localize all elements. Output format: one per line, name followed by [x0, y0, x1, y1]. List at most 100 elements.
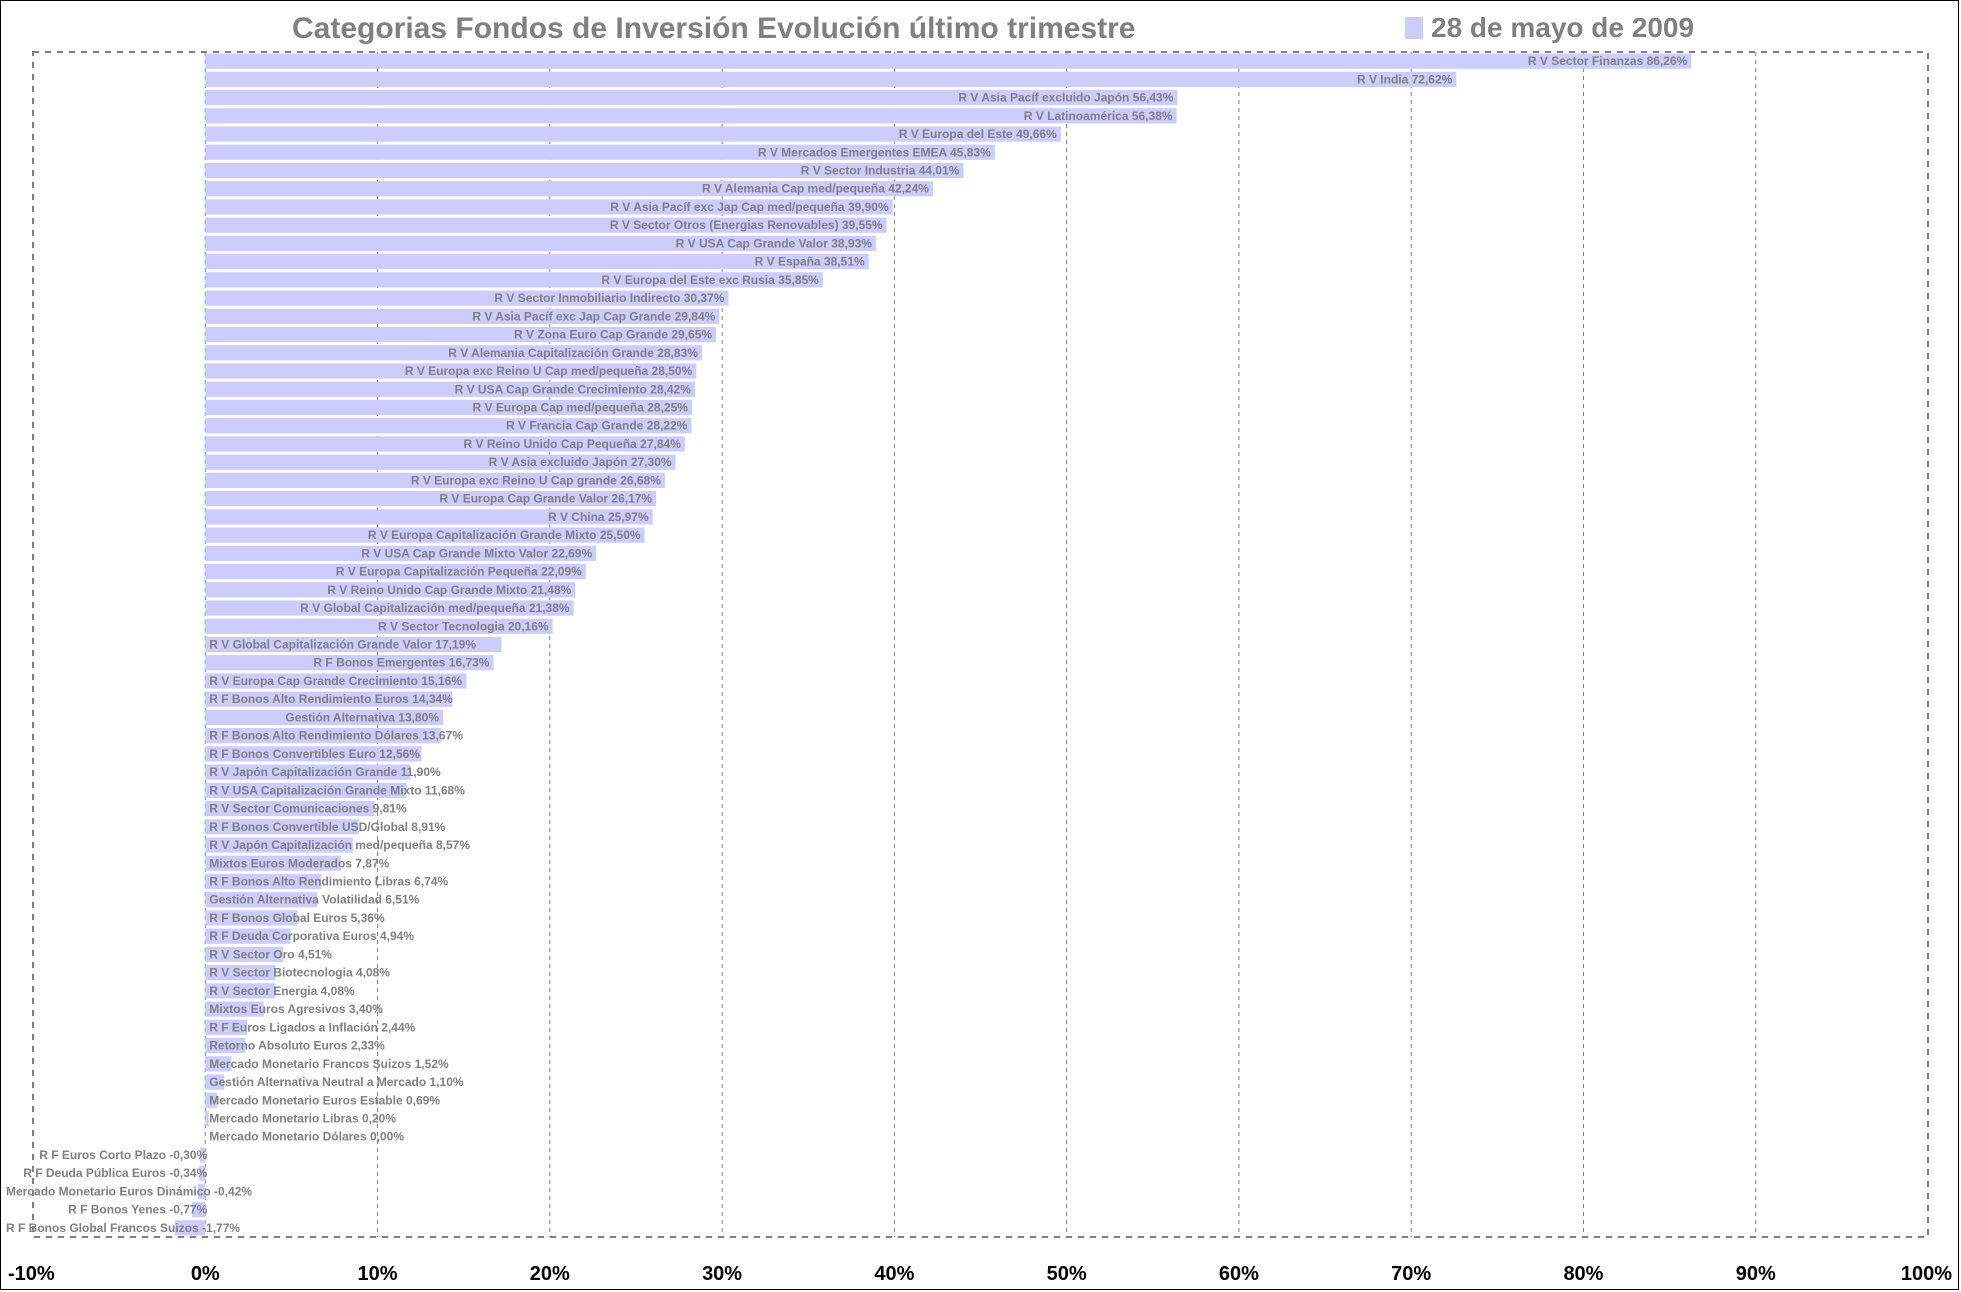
bar — [205, 910, 298, 926]
x-tick-label: 80% — [1563, 1263, 1603, 1285]
bar — [198, 1183, 206, 1200]
bar — [205, 144, 995, 160]
bar-label: Gestión Alternativa 13,80% — [285, 710, 439, 724]
bar-label: R V Sector Oro 4,51% — [209, 947, 332, 961]
bar — [205, 89, 1178, 106]
bar-label: R V Asia excluido Japón 27,30% — [489, 455, 672, 469]
bar-label: R V USA Cap Grande Valor 38,93% — [676, 236, 873, 250]
bar-label: R V Europa exc Reino U Cap grande 26,68% — [411, 473, 661, 487]
bar — [174, 1220, 206, 1236]
bar-label: Retorno Absoluto Euros 2,33% — [209, 1039, 385, 1053]
legend-label: 28 de mayo de 2009 — [1431, 12, 1695, 43]
bar — [199, 1165, 206, 1181]
bar — [205, 199, 893, 215]
bar-label: R V Global Capitalización Grande Valor 1… — [209, 638, 476, 652]
x-tick-label: 100% — [1901, 1263, 1952, 1285]
bar-label: Mixtos Euros Agresivos 3,40% — [209, 1002, 383, 1016]
bar-label: R V Reino Unido Cap Pequeña 27,84% — [463, 437, 681, 451]
bar — [205, 108, 1177, 124]
bar-label: R F Bonos Alto Rendimiento Libras 6,74% — [209, 875, 448, 889]
bar — [205, 363, 697, 379]
bar — [205, 217, 887, 233]
bar-label: R F Bonos Alto Rendimiento Euros 14,34% — [209, 692, 453, 706]
bar — [205, 162, 964, 179]
bar-label: R V Sector Industria 44,01% — [801, 164, 960, 178]
bar-label: Mercado Monetario Dólares 0,00% — [209, 1130, 404, 1144]
bar — [205, 53, 1692, 69]
bar — [205, 399, 692, 416]
bar — [205, 655, 494, 671]
bar-label: R F Bonos Alto Rendimiento Dólares 13,67… — [209, 729, 463, 743]
bar — [205, 673, 467, 689]
bar-label: R V China 25,97% — [548, 510, 649, 524]
bar-label: R V Alemania Cap med/pequeña 42,24% — [702, 182, 929, 196]
bar — [205, 1001, 264, 1017]
bar-label: R V Japón Capitalización Grande 11,90% — [209, 765, 441, 779]
bar-label: R V Japón Capitalización med/pequeña 8,5… — [209, 838, 470, 852]
plot-area-border — [32, 51, 1929, 1238]
bar — [205, 983, 276, 999]
bar-label: R F Bonos Global Euros 5,36% — [209, 911, 385, 925]
x-tick-label: 0% — [191, 1263, 220, 1285]
bar-label: R V Sector Finanzas 86,26% — [1528, 54, 1688, 68]
x-tick-label: 50% — [1047, 1263, 1087, 1285]
bar-label: R V Reino Unido Cap Grande Mixto 21,48% — [327, 583, 571, 597]
bar-label: R V Global Capitalización med/pequeña 21… — [300, 601, 570, 615]
bar — [205, 965, 276, 981]
bar-label: R V Europa Capitalización Pequeña 22,09% — [336, 565, 582, 579]
bar — [205, 545, 597, 561]
bar-label: R F Bonos Emergentes 16,73% — [313, 656, 489, 670]
bar-label: R V Sector Tecnologia 20,16% — [378, 619, 549, 633]
bar — [205, 709, 444, 726]
bar-label: R V Sector Biotecnologia 4,08% — [209, 966, 390, 980]
x-tick-label: 70% — [1391, 1263, 1431, 1285]
bar — [205, 436, 685, 452]
bar-label: R V Europa Capitalización Grande Mixto 2… — [368, 528, 641, 542]
bar-label: R V Asia Pacíf exc Jap Cap med/pequeña 3… — [610, 200, 889, 214]
bar-label: Gestión Alternativa Neutral a Mercado 1,… — [209, 1075, 464, 1089]
bar — [205, 837, 353, 853]
bar — [205, 1037, 246, 1054]
bar — [205, 491, 657, 507]
bar — [205, 418, 692, 434]
bar-label: R V Mercados Emergentes EMEA 45,83% — [758, 145, 991, 159]
bar-label: R F Euros Ligados a Inflación 2,44% — [209, 1020, 415, 1034]
bar-label: R V Europa Cap Grande Valor 26,17% — [439, 492, 652, 506]
bar-label: R V Alemania Capitalización Grande 28,83… — [448, 346, 698, 360]
bar-label: R V Sector Comunicaciones 9,81% — [209, 802, 407, 816]
bar-label: R V Europa Cap Grande Crecimiento 15,16% — [209, 674, 462, 688]
x-tick-label: -10% — [8, 1263, 55, 1285]
bar — [205, 600, 574, 616]
bar — [205, 454, 676, 470]
bar-label: R V USA Capitalización Grande Mixto 11,6… — [209, 783, 465, 797]
bar — [205, 582, 576, 598]
bar-label: R V España 38,51% — [755, 255, 865, 269]
bar-label: R V Europa del Este exc Rusia 35,85% — [601, 273, 819, 287]
bar-label: Mercado Monetario Euros Estable 0,69% — [209, 1093, 440, 1107]
bar-label: R F Bonos Convertibles Euro 12,56% — [209, 747, 420, 761]
bar — [205, 819, 359, 835]
bar-label: Mercado Monetario Francos Suizos 1,52% — [209, 1057, 449, 1071]
bar-label: R V Sector Inmobiliario Indirecto 30,37% — [494, 291, 724, 305]
x-tick-label: 20% — [530, 1263, 570, 1285]
bar — [192, 1202, 206, 1218]
bar — [205, 254, 869, 270]
bar — [205, 892, 318, 908]
chart-title: Categorias Fondos de Inversión Evolución… — [292, 12, 1136, 45]
bar — [205, 509, 653, 525]
bar — [205, 636, 502, 653]
bar — [205, 746, 422, 762]
bar-label: Mercado Monetario Libras 0,20% — [209, 1112, 396, 1126]
x-tick-label: 90% — [1736, 1263, 1776, 1285]
bar — [205, 290, 729, 306]
bar — [205, 782, 407, 798]
bar-label: R F Bonos Yenes -0,77% — [68, 1203, 207, 1217]
bar-label: R F Bonos Global Francos Suizos -1,77% — [6, 1221, 240, 1235]
bar-labels: R V Sector Finanzas 86,26% R V India 72,6… — [6, 54, 1688, 1235]
bar — [205, 1110, 209, 1127]
bar-label: R V Francia Cap Grande 28,22% — [506, 419, 688, 433]
bar — [205, 1074, 225, 1090]
bar — [205, 928, 291, 944]
bar — [205, 946, 283, 963]
x-tick-label: 30% — [702, 1263, 742, 1285]
